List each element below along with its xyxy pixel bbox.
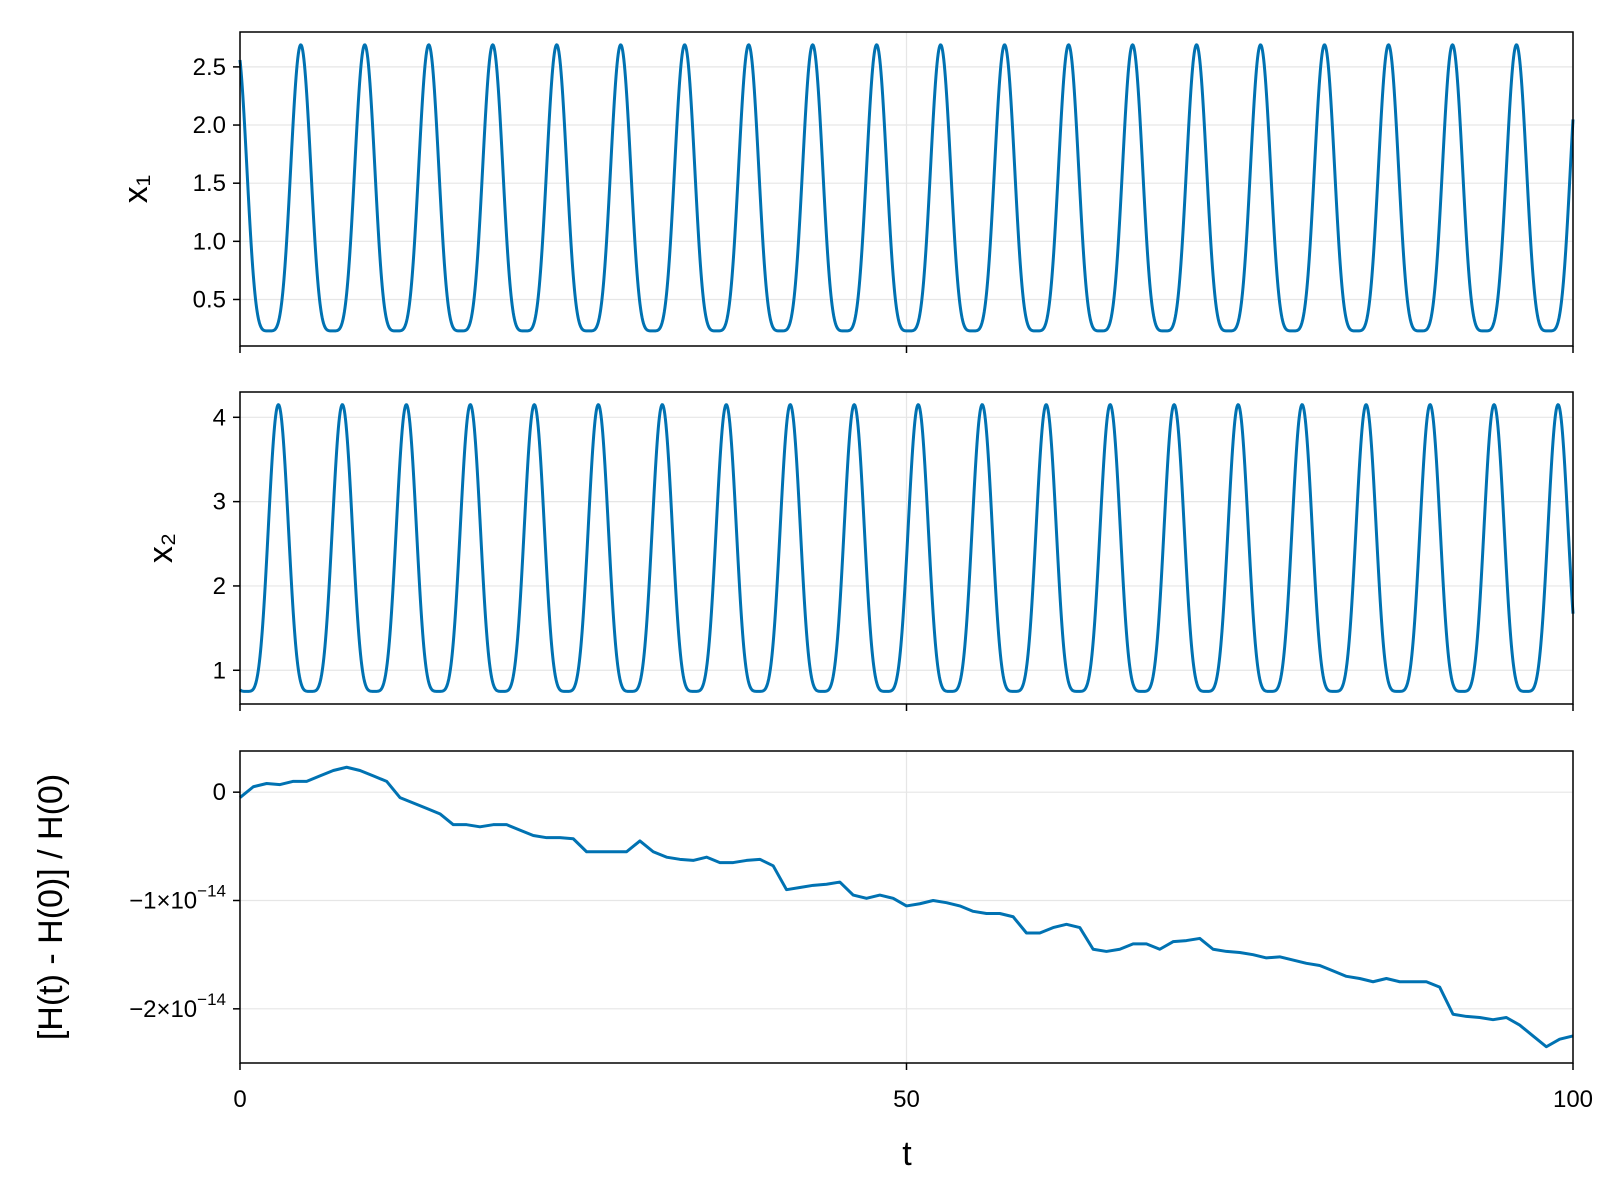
y-tick-label: 2.5 bbox=[193, 54, 226, 81]
y-axis-label: x₁ bbox=[117, 175, 155, 203]
series-line bbox=[238, 403, 1575, 693]
y-axis-label: [H(t) - H(0)] / H(0) bbox=[32, 774, 70, 1040]
y-tick-label: 2.0 bbox=[193, 112, 226, 139]
y-tick-label: 4 bbox=[213, 404, 226, 431]
panel-energy-error: 0 −1×10−14 −2×10−14 0 50 100 [H(t) - H(0)] / H… bbox=[32, 750, 1593, 1113]
y-tick-label: 1 bbox=[213, 657, 226, 684]
series-line bbox=[239, 765, 1574, 1049]
y-tick-label: 1.5 bbox=[193, 170, 226, 197]
x-tick-label: 100 bbox=[1553, 1086, 1593, 1113]
y-tick-label: 2 bbox=[213, 573, 226, 600]
y-tick-label: −1×10−14 bbox=[129, 882, 226, 915]
y-axis-label: x₂ bbox=[142, 533, 180, 563]
y-tick-label: 3 bbox=[213, 489, 226, 516]
x-tick-label: 50 bbox=[893, 1086, 920, 1113]
y-tick-label: 0.5 bbox=[193, 286, 226, 313]
panel-x1: 0.5 1.0 1.5 2.0 2.5 x₁ bbox=[117, 31, 1575, 353]
x-axis-label: t bbox=[902, 1135, 912, 1173]
y-tick-label: 1.0 bbox=[193, 228, 226, 255]
panel-x2: 1 2 3 4 x₂ bbox=[142, 391, 1575, 711]
x-tick-label: 0 bbox=[233, 1086, 246, 1113]
y-tick-label: 0 bbox=[213, 779, 226, 806]
y-tick-label: −2×10−14 bbox=[129, 990, 226, 1023]
series-line bbox=[238, 43, 1575, 333]
